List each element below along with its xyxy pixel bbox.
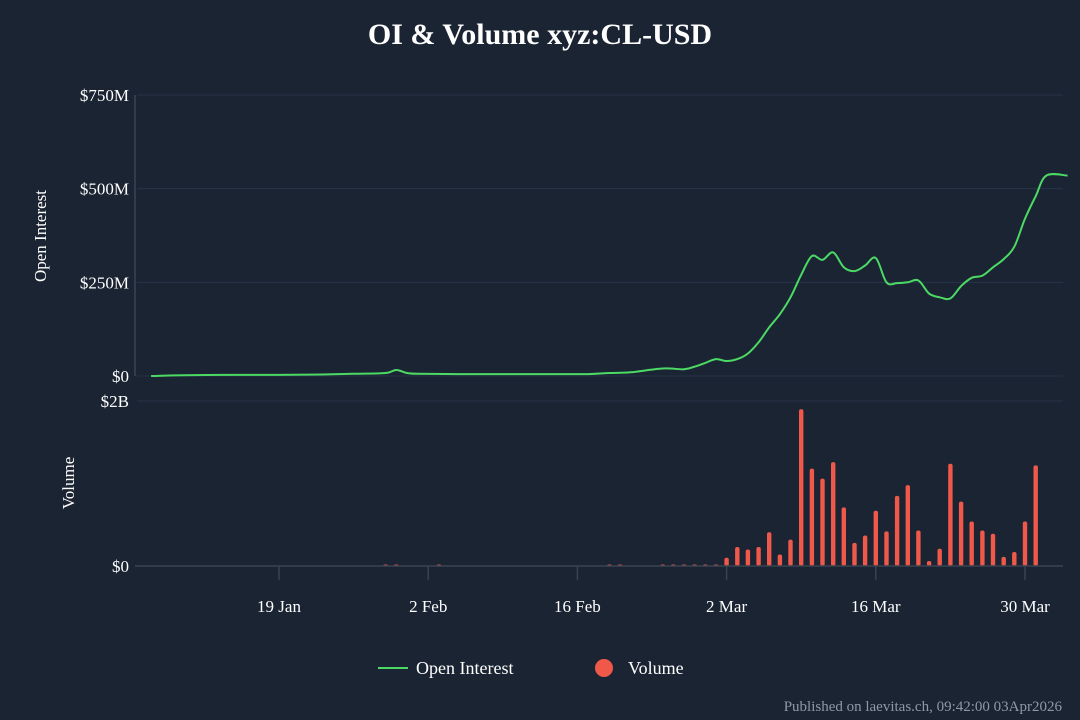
- volume-bar[interactable]: [831, 462, 836, 566]
- volume-bar[interactable]: [724, 557, 729, 567]
- volume-bar[interactable]: [1001, 556, 1006, 566]
- volume-bar[interactable]: [905, 485, 910, 566]
- volume-y-ticks: $0 $2B: [101, 392, 129, 576]
- volume-bars: [383, 409, 1038, 567]
- oi-y-tick-label: $750M: [80, 86, 129, 105]
- volume-bar[interactable]: [1012, 552, 1017, 566]
- x-tick-label: 30 Mar: [1000, 597, 1050, 616]
- volume-bar[interactable]: [980, 530, 985, 567]
- x-tick-label: 19 Jan: [257, 597, 301, 616]
- volume-bar[interactable]: [926, 561, 932, 566]
- x-tick-label: 2 Feb: [409, 597, 447, 616]
- volume-bar[interactable]: [841, 507, 846, 566]
- volume-bar[interactable]: [1022, 521, 1028, 567]
- legend-volume-label: Volume: [628, 658, 684, 678]
- volume-bar[interactable]: [990, 533, 996, 566]
- legend-item-volume[interactable]: Volume: [595, 658, 684, 678]
- volume-bar[interactable]: [745, 549, 751, 567]
- legend-oi-label: Open Interest: [416, 658, 513, 678]
- volume-bar[interactable]: [1033, 465, 1038, 566]
- volume-bar[interactable]: [894, 495, 900, 566]
- oi-panel: $0 $250M $500M $750M Open Interest: [31, 86, 1068, 386]
- volume-bar[interactable]: [916, 530, 921, 567]
- oi-y-tick-label: $500M: [80, 180, 129, 199]
- x-tick-label: 16 Feb: [554, 597, 601, 616]
- volume-bar[interactable]: [862, 535, 868, 567]
- volume-bar[interactable]: [799, 409, 804, 567]
- volume-bar[interactable]: [937, 548, 942, 566]
- legend-volume-swatch: [595, 659, 613, 677]
- volume-bar[interactable]: [767, 532, 772, 566]
- volume-bar[interactable]: [756, 547, 761, 566]
- volume-bar[interactable]: [777, 554, 783, 567]
- oi-gridlines: [137, 94, 1063, 377]
- volume-bar[interactable]: [788, 539, 793, 566]
- published-footer: Published on laevitas.ch, 09:42:00 03Apr…: [784, 699, 1063, 715]
- legend: Open Interest Volume: [378, 658, 684, 678]
- oi-y-axis-title: Open Interest: [31, 190, 50, 282]
- x-tick-label: 2 Mar: [706, 597, 747, 616]
- volume-bar[interactable]: [809, 468, 815, 566]
- volume-y-tick-label: $2B: [101, 392, 129, 411]
- chart-title: OI & Volume xyz:CL-USD: [368, 18, 712, 51]
- legend-item-open-interest[interactable]: Open Interest: [378, 658, 513, 678]
- oi-series-line[interactable]: [151, 173, 1068, 377]
- oi-y-tick-label: $250M: [80, 273, 129, 292]
- volume-bar[interactable]: [958, 501, 964, 566]
- volume-bar[interactable]: [884, 531, 889, 566]
- volume-panel: $0 $2B Volume 19 Jan 2 Feb 16 Feb 2 Mar 16 Ma…: [59, 392, 1063, 616]
- volume-bar[interactable]: [948, 463, 953, 566]
- oi-y-tick-label: $0: [112, 367, 129, 386]
- oi-y-ticks: $0 $250M $500M $750M: [80, 86, 129, 386]
- volume-y-tick-label: $0: [112, 557, 129, 576]
- x-ticks: 19 Jan 2 Feb 16 Feb 2 Mar 16 Mar 30 Mar: [257, 566, 1050, 616]
- volume-bar[interactable]: [873, 510, 878, 566]
- x-tick-label: 16 Mar: [851, 597, 901, 616]
- volume-bar[interactable]: [852, 542, 857, 566]
- volume-bar[interactable]: [735, 547, 740, 566]
- volume-bar[interactable]: [969, 521, 974, 567]
- volume-bar[interactable]: [820, 478, 825, 566]
- volume-y-axis-title: Volume: [59, 457, 78, 510]
